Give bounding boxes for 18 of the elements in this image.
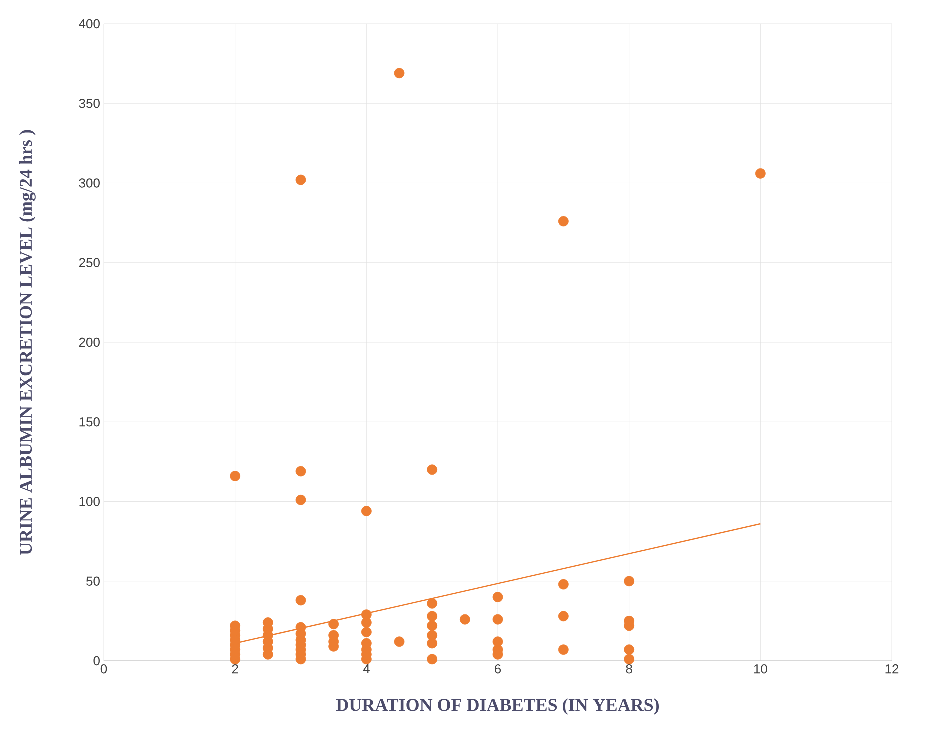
y-tick-label: 250 [79,258,100,268]
x-tick-label: 12 [886,664,899,674]
y-tick-label: 50 [86,576,100,586]
x-tick-label: 10 [754,664,768,674]
y-tick-label: 350 [79,99,100,108]
y-tick-label: 100 [80,497,100,506]
x-tick-label: 4 [363,664,370,674]
y-tick-label: 150 [80,418,100,427]
x-tick-label: 2 [232,664,238,674]
y-tick-label: 400 [79,19,100,29]
x-tick-label: 8 [626,664,632,674]
y-tick-label: 200 [79,338,100,348]
y-axis-title: URINE ALBUMIN EXCRETION LEVEL (mg/24 hrs ) [19,130,36,556]
x-tick-label: 0 [100,664,108,674]
y-tick-label: 300 [79,178,100,188]
x-tick-label: 6 [495,664,502,674]
y-tick-label: 0 [94,656,100,666]
x-axis-title: DURATION OF DIABETES (IN YEARS) [336,698,660,715]
